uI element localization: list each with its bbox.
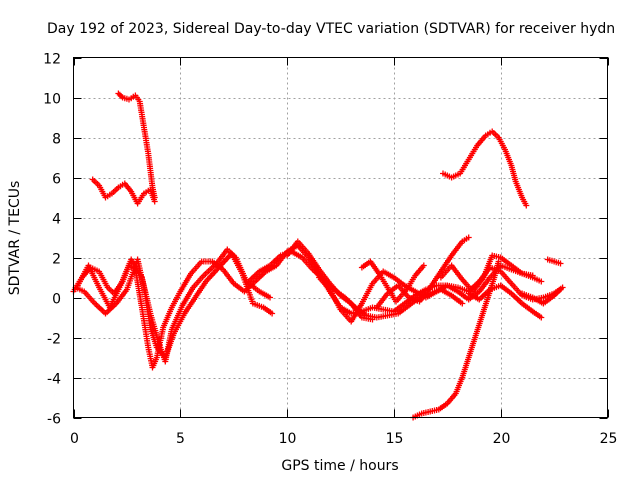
x-tick-label: 20 bbox=[493, 431, 511, 447]
data-point bbox=[557, 260, 564, 267]
data-point bbox=[269, 310, 276, 317]
x-tick-label: 15 bbox=[386, 431, 404, 447]
series-track-9 bbox=[437, 252, 536, 295]
x-tick-label: 10 bbox=[279, 431, 297, 447]
data-point bbox=[151, 194, 158, 201]
series-track-12 bbox=[544, 256, 564, 267]
axis-ticks: -6 -4 -2 0 2 4 6 8 10 12 0 5 10 15 20 25 bbox=[43, 52, 617, 448]
y-tick-label: 8 bbox=[52, 132, 61, 148]
y-tick-label: -6 bbox=[47, 412, 61, 428]
y-tick-label: 6 bbox=[52, 172, 61, 188]
series-track-5 bbox=[284, 238, 376, 323]
grid bbox=[73, 57, 608, 418]
series-track-14 bbox=[115, 90, 158, 201]
series-track-13 bbox=[89, 176, 158, 207]
y-tick-label: -4 bbox=[47, 372, 61, 388]
series-track-16 bbox=[410, 258, 502, 421]
y-tick-label: -2 bbox=[47, 332, 61, 348]
data-point bbox=[465, 234, 472, 241]
chart-title: Day 192 of 2023, Sidereal Day-to-day VTE… bbox=[47, 21, 615, 37]
series-track-3 bbox=[74, 246, 273, 365]
y-tick-label: 12 bbox=[43, 52, 61, 68]
x-tick-label: 5 bbox=[176, 431, 185, 447]
data-point bbox=[538, 278, 545, 285]
y-axis-label: SDTVAR / TECUs bbox=[7, 181, 23, 296]
series-track-8 bbox=[373, 234, 472, 311]
y-tick-label: 10 bbox=[43, 92, 61, 108]
y-tick-label: 4 bbox=[52, 212, 61, 228]
y-tick-label: 2 bbox=[52, 252, 61, 268]
plot-frame bbox=[73, 57, 608, 418]
series-track-7 bbox=[358, 258, 427, 305]
data-point bbox=[369, 316, 376, 323]
y-tick-label: 0 bbox=[52, 292, 61, 308]
x-axis-label: GPS time / hours bbox=[281, 458, 398, 474]
data-point bbox=[495, 258, 502, 265]
series-track-11 bbox=[519, 286, 564, 307]
data-point bbox=[420, 262, 427, 269]
x-tick-label: 25 bbox=[600, 431, 618, 447]
data-point bbox=[459, 300, 466, 307]
data-point bbox=[538, 314, 545, 321]
x-tick-label: 0 bbox=[70, 431, 79, 447]
series-track-15 bbox=[440, 128, 530, 209]
data-area bbox=[70, 90, 566, 421]
data-point bbox=[523, 202, 530, 209]
data-point bbox=[267, 294, 273, 301]
data-point bbox=[529, 272, 536, 279]
data-point bbox=[557, 286, 564, 293]
